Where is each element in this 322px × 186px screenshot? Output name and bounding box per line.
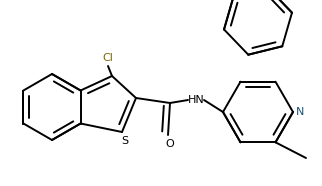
Text: HN: HN: [188, 95, 204, 105]
Text: Cl: Cl: [103, 53, 113, 63]
Text: N: N: [296, 107, 304, 117]
Text: O: O: [166, 139, 175, 149]
Text: S: S: [121, 136, 128, 146]
